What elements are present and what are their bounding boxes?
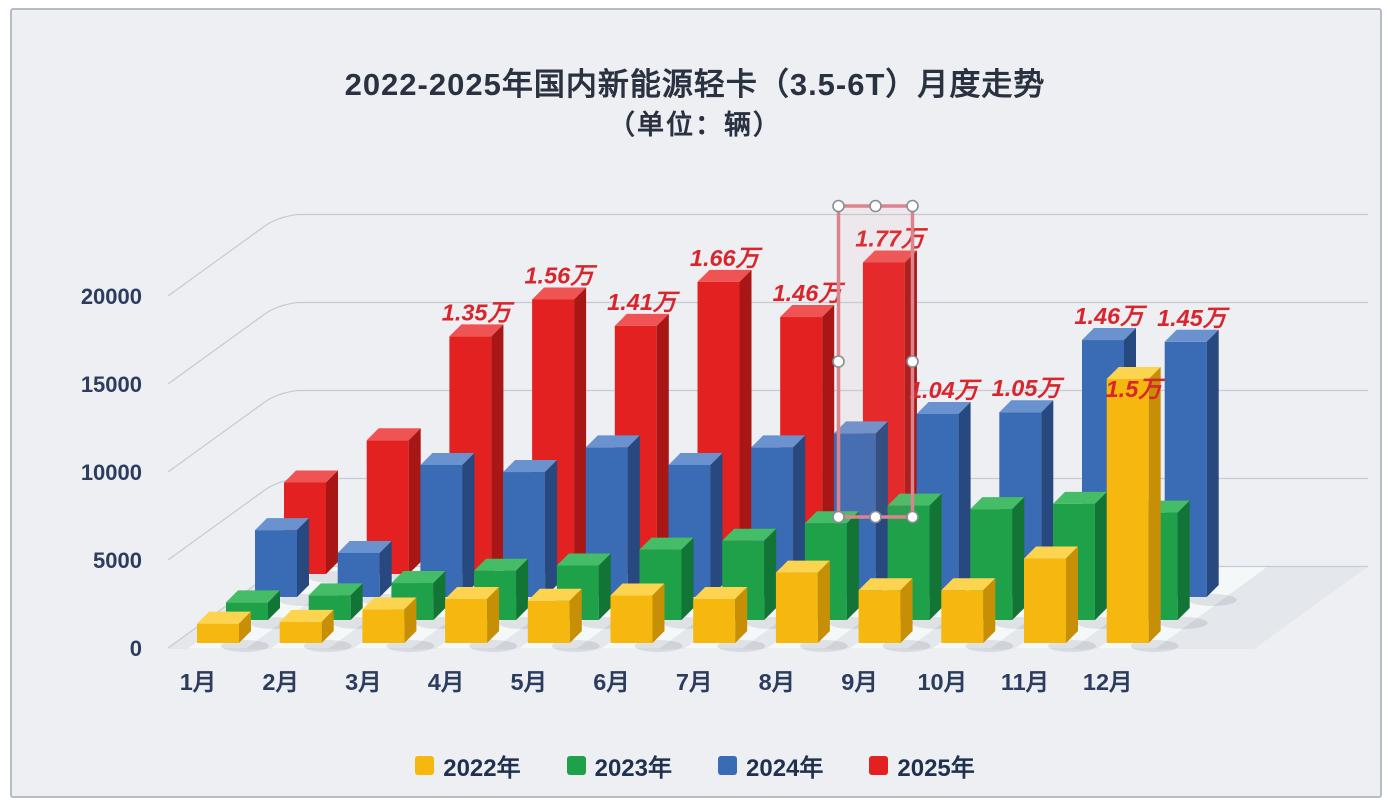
legend-swatch [415, 756, 435, 775]
gridline [167, 301, 1368, 385]
gridline [167, 389, 1368, 473]
x-axis-label: 4月 [428, 669, 465, 695]
selection-handle[interactable] [906, 510, 919, 524]
x-axis-label: 9月 [841, 669, 878, 695]
x-axis-label: 5月 [511, 669, 548, 695]
y-axis-tick-label: 5000 [93, 548, 142, 573]
y-axis-tick-label: 20000 [81, 284, 142, 309]
legend-label: 2024年 [746, 755, 824, 782]
legend-item-2023年[interactable]: 2023年 [566, 748, 672, 783]
gridline [167, 213, 1368, 297]
legend-swatch [566, 756, 586, 775]
bar-2024年-1月[interactable] [255, 518, 309, 597]
x-axis-label: 8月 [759, 669, 796, 695]
selection-handle[interactable] [832, 355, 845, 368]
selection-handle[interactable] [906, 355, 919, 368]
bar-2022年-8月[interactable] [775, 560, 830, 643]
legend-label: 2023年 [594, 755, 672, 782]
data-label: 1.46万 [773, 280, 847, 306]
bar-2022年-5月[interactable] [527, 588, 582, 643]
legend-item-2022年[interactable]: 2022年 [415, 748, 521, 783]
x-axis-label: 7月 [676, 669, 713, 695]
bar-2022年-9月[interactable] [858, 578, 913, 643]
chart-subtitle: （单位：辆） [608, 110, 782, 140]
x-axis-label: 1月 [180, 669, 217, 695]
data-label: 1.77万 [855, 225, 929, 251]
selection-handle[interactable] [869, 199, 882, 213]
bar-2022年-12月[interactable] [1106, 367, 1161, 643]
data-label: 1.56万 [524, 262, 598, 288]
bar-2022年-1月[interactable] [197, 611, 251, 643]
x-axis-label: 2月 [262, 669, 299, 695]
chart-legend: 2022年 2023年 2024年 2025年 [0, 748, 1390, 783]
bar-2022年-11月[interactable] [1024, 546, 1078, 643]
data-label: 1.46万 [1074, 303, 1148, 329]
data-label: 1.45万 [1157, 305, 1231, 331]
x-axis-label: 11月 [1001, 669, 1049, 695]
selection-handle[interactable] [832, 510, 845, 524]
data-label: 1.35万 [442, 299, 516, 325]
legend-label: 2022年 [443, 755, 521, 782]
y-axis-tick-label: 15000 [81, 372, 142, 397]
legend-swatch [869, 756, 889, 775]
legend-item-2025年[interactable]: 2025年 [869, 748, 975, 783]
bar-2022年-6月[interactable] [610, 583, 665, 643]
x-axis-label: 6月 [593, 669, 630, 695]
x-axis-label: 12月 [1083, 669, 1133, 695]
bar-2022年-7月[interactable] [693, 587, 748, 643]
data-label: 1.41万 [607, 289, 681, 315]
data-label: 1.5万 [1106, 376, 1167, 402]
x-axis-label: 10月 [917, 669, 967, 695]
selection-handle[interactable] [869, 510, 882, 524]
data-label: 1.66万 [690, 245, 764, 271]
x-axis-label: 3月 [345, 669, 382, 695]
bar-2022年-2月[interactable] [279, 609, 334, 643]
y-axis-tick-label: 10000 [81, 460, 142, 485]
data-label: 1.05万 [992, 375, 1066, 401]
chart-title: 2022-2025年国内新能源轻卡（3.5-6T）月度走势 [344, 67, 1046, 102]
data-label: 1.04万 [909, 377, 983, 403]
bar-2022年-10月[interactable] [941, 578, 996, 643]
legend-item-2024年[interactable]: 2024年 [718, 748, 823, 783]
legend-swatch [718, 756, 737, 775]
chart-title-block: 2022-2025年国内新能源轻卡（3.5-6T）月度走势 （单位：辆） [0, 64, 1390, 144]
bar-2022年-3月[interactable] [362, 597, 417, 643]
legend-label: 2025年 [897, 755, 975, 782]
y-axis-tick-label: 0 [130, 636, 142, 661]
bar-2022年-4月[interactable] [445, 587, 500, 643]
selection-handle[interactable] [832, 199, 845, 213]
selection-handle[interactable] [906, 199, 919, 213]
selection-box[interactable] [836, 204, 915, 519]
